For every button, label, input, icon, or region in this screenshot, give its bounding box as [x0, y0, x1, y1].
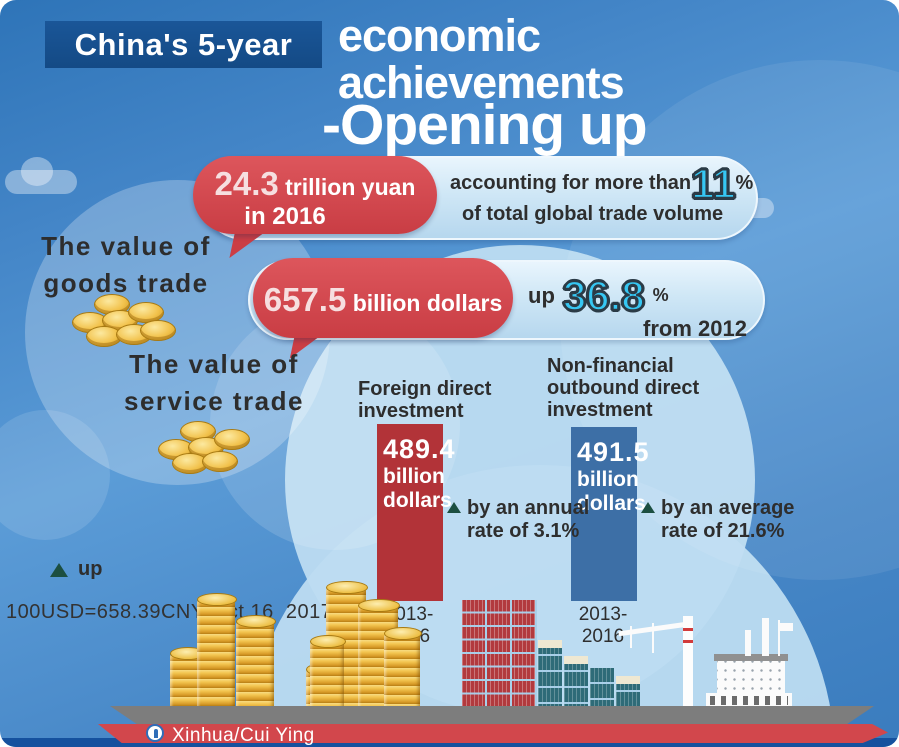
- odi-unit2: dollars: [577, 492, 646, 515]
- goods-note: accounting for more than 11 % of total g…: [450, 160, 755, 226]
- factory-chimney: [762, 618, 769, 656]
- fdi-header: Foreign direct investment: [358, 378, 492, 422]
- fdi-unit1: billion: [383, 465, 445, 488]
- teal-container-column: [590, 668, 614, 708]
- red-container-stack: [462, 600, 537, 708]
- factory-chimney: [745, 630, 751, 656]
- service-note: up 36.8 % from 2012: [528, 272, 768, 342]
- ship-deck: [110, 706, 874, 724]
- goods-note-pre: accounting for more than: [450, 172, 692, 195]
- service-bubble-value: 657.5 billion dollars: [263, 281, 503, 318]
- fdi-unit2: dollars: [383, 489, 452, 512]
- coin-icon: [214, 429, 250, 450]
- teal-container-column: [616, 676, 640, 708]
- factory-flagpole: [778, 620, 780, 656]
- container-cap: [538, 640, 562, 648]
- factory-base-windows: [710, 696, 788, 705]
- ship-hull: [98, 724, 888, 743]
- service-note-line2: from 2012: [643, 315, 747, 341]
- crane-cable: [630, 626, 632, 648]
- up-triangle-icon: [50, 562, 68, 577]
- service-note-number: 36.8: [562, 272, 646, 319]
- factory-building: [717, 661, 785, 693]
- coin-stack: [310, 635, 346, 714]
- goods-trade-label: The value of goods trade: [41, 231, 211, 298]
- odi-unit1: billion: [577, 468, 639, 491]
- odi-value: 491.5: [577, 437, 650, 467]
- teal-container-column: [564, 656, 588, 708]
- goods-coin-pile: [72, 286, 182, 356]
- odi-bar: 491.5 billion dollars: [571, 427, 650, 601]
- goods-bubble-value: 24.3 trillion yuan: [214, 165, 416, 202]
- service-bubble: 657.5 billion dollars: [253, 258, 513, 338]
- goods-note-percent: %: [735, 172, 754, 195]
- cloud-icon: [5, 156, 77, 194]
- goods-bubble: 24.3 trillion yuan in 2016: [193, 156, 437, 234]
- fdi-bar: 489.4 billion dollars: [377, 424, 456, 601]
- up-triangle-icon: [447, 502, 461, 513]
- teal-container-column: [538, 640, 562, 708]
- odi-annotation: by an average rate of 21.6%: [641, 497, 794, 543]
- goods-note-line2: of total global trade volume: [462, 202, 724, 225]
- bg-circle-bottomleft: [0, 410, 110, 540]
- title-line2: achievements: [338, 57, 625, 108]
- coin-icon: [140, 320, 176, 341]
- coin-stack: [236, 615, 276, 714]
- service-coin-pile: [158, 413, 268, 483]
- up-legend: up: [50, 558, 102, 581]
- coin-stack: [384, 627, 422, 714]
- exchange-rate-note: 100USD=658.39CNY(Oct.16 2017): [6, 601, 340, 623]
- coin-icon: [202, 451, 238, 472]
- title-line1: economic: [338, 10, 541, 61]
- container-cap: [564, 656, 588, 664]
- title-badge: China's 5-year: [45, 21, 322, 68]
- crane-mast: [683, 616, 693, 710]
- up-legend-label: up: [78, 558, 103, 580]
- goods-bubble-year: in 2016: [244, 203, 326, 230]
- factory-flag: [780, 623, 793, 631]
- service-note-percent: %: [652, 285, 669, 306]
- fdi-value: 489.4: [383, 434, 456, 464]
- up-triangle-icon: [641, 502, 655, 513]
- fdi-annotation: by an annual rate of 3.1%: [447, 497, 589, 543]
- title-line3: -Opening up: [322, 93, 648, 157]
- goods-note-number: 11: [690, 160, 737, 207]
- container-cap: [616, 676, 640, 684]
- xinhua-logo-icon: [146, 724, 164, 742]
- service-note-pre: up: [528, 282, 555, 308]
- crane-cable: [652, 623, 654, 653]
- odi-header: Non-financial outbound direct investment: [547, 355, 700, 421]
- odi-period-label: 2013-2016: [578, 604, 628, 647]
- coin-stack: [197, 593, 237, 714]
- factory-roof: [714, 654, 788, 661]
- credit-text: Xinhua/Cui Ying: [172, 725, 315, 746]
- service-trade-label: The value of service trade: [124, 349, 304, 416]
